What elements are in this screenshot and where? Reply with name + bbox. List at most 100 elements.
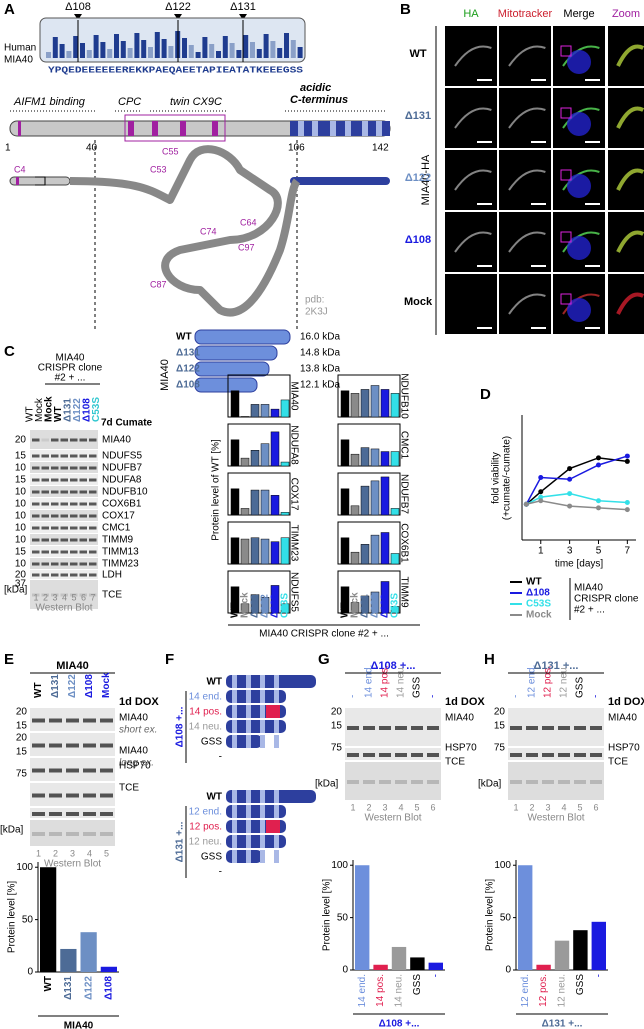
construct-stripe bbox=[260, 820, 265, 833]
mw-marker: 75 bbox=[494, 743, 506, 754]
lane-label: 14 end. bbox=[364, 665, 375, 698]
logo-letter bbox=[222, 36, 228, 58]
residue-label: C53 bbox=[150, 164, 167, 174]
band bbox=[89, 454, 97, 458]
category-label: Mock bbox=[350, 592, 361, 618]
construct-label: 14 end. bbox=[189, 692, 222, 703]
bar bbox=[260, 538, 270, 565]
blot-strip bbox=[345, 762, 441, 800]
data-point bbox=[567, 476, 573, 482]
logo-letter bbox=[216, 51, 221, 58]
lane-number: 5 bbox=[104, 848, 109, 858]
micrograph bbox=[445, 26, 497, 86]
mw-unit: [kDa] bbox=[478, 779, 502, 790]
band bbox=[89, 593, 97, 597]
bar bbox=[428, 962, 443, 970]
band bbox=[41, 514, 49, 518]
lane-number: 4 bbox=[561, 802, 566, 812]
data-point bbox=[567, 491, 573, 497]
mw-marker: 10 bbox=[15, 511, 27, 522]
band bbox=[363, 726, 375, 730]
construct-size: 12.1 kDa bbox=[300, 380, 340, 391]
logo-letter bbox=[52, 37, 58, 58]
y-tick-label: 50 bbox=[22, 914, 34, 925]
y-axis-label: fold viability bbox=[491, 452, 502, 504]
bar bbox=[270, 408, 280, 418]
band bbox=[100, 743, 113, 748]
band bbox=[41, 550, 49, 554]
micrograph bbox=[445, 212, 497, 272]
truncation-marker: Δ131 bbox=[230, 1, 256, 13]
bar bbox=[536, 964, 551, 970]
logo-letter bbox=[168, 46, 174, 58]
construct-bar bbox=[226, 720, 286, 733]
construct-stripe bbox=[246, 850, 251, 863]
lane-label: 14 pos. bbox=[380, 665, 391, 698]
band bbox=[574, 753, 586, 757]
row-label: Δ108 bbox=[405, 234, 431, 246]
band bbox=[79, 562, 87, 566]
band bbox=[100, 812, 113, 816]
construct-stripe bbox=[246, 835, 251, 848]
blot-label: TCE bbox=[445, 757, 465, 768]
construct-bar bbox=[226, 835, 286, 848]
row-label: WT bbox=[409, 48, 426, 60]
y-axis-label: (+cumate/-cumate) bbox=[502, 436, 513, 520]
bar bbox=[100, 966, 117, 972]
band bbox=[558, 726, 570, 730]
band bbox=[41, 538, 49, 542]
bar bbox=[380, 532, 390, 565]
band bbox=[510, 753, 522, 757]
mw-marker: 15 bbox=[15, 451, 27, 462]
x-tick-label: 7 bbox=[625, 546, 631, 557]
construct-stripe bbox=[260, 720, 265, 733]
marker-triangle bbox=[239, 14, 247, 20]
y-tick-label: 50 bbox=[337, 912, 349, 923]
band bbox=[89, 562, 97, 566]
construct-stripe bbox=[274, 835, 279, 848]
bar bbox=[350, 602, 360, 614]
lane-label: - bbox=[591, 695, 602, 698]
side-label: MIA40-HA bbox=[420, 154, 432, 205]
band bbox=[558, 753, 570, 757]
bar bbox=[240, 603, 250, 614]
row-label: Δ122 bbox=[405, 172, 431, 184]
domain-label: acidic bbox=[300, 82, 331, 94]
bar bbox=[230, 537, 240, 565]
legend-label: C53S bbox=[526, 599, 551, 610]
chart-title: NDUFB10 bbox=[398, 373, 409, 419]
lane-number: 4 bbox=[87, 848, 92, 858]
protein-label: MIA40 bbox=[102, 435, 131, 446]
band bbox=[41, 502, 49, 506]
acidic-stripe bbox=[330, 121, 336, 136]
band bbox=[32, 573, 40, 577]
data-point bbox=[595, 455, 601, 461]
construct-axis-label: MIA40 bbox=[159, 359, 171, 391]
zoom-box bbox=[560, 169, 572, 181]
band bbox=[83, 832, 96, 836]
blot-label: TCE bbox=[608, 757, 628, 768]
bar bbox=[280, 603, 290, 614]
panel-letter: B bbox=[400, 1, 411, 18]
legend-note: CRISPR clone bbox=[574, 594, 639, 605]
band bbox=[60, 478, 68, 482]
data-point bbox=[538, 489, 544, 495]
construct-stripe bbox=[260, 790, 265, 803]
category-label: C53S bbox=[390, 593, 401, 618]
lane-number: 2 bbox=[366, 802, 371, 812]
band bbox=[526, 780, 538, 784]
category-label: WT bbox=[43, 976, 54, 992]
bar bbox=[360, 595, 370, 614]
logo-letter bbox=[229, 43, 235, 58]
band bbox=[41, 466, 49, 470]
residue-label: C97 bbox=[238, 242, 255, 252]
band bbox=[574, 726, 586, 730]
panel-letter: E bbox=[4, 651, 14, 668]
mw-marker: 20 bbox=[331, 707, 343, 718]
mw-marker: 75 bbox=[331, 743, 343, 754]
column-header: HA bbox=[463, 8, 479, 20]
construct-stripe bbox=[246, 805, 251, 818]
bar bbox=[573, 930, 588, 970]
logo-letter bbox=[46, 52, 51, 58]
construct-stripe bbox=[274, 850, 279, 863]
